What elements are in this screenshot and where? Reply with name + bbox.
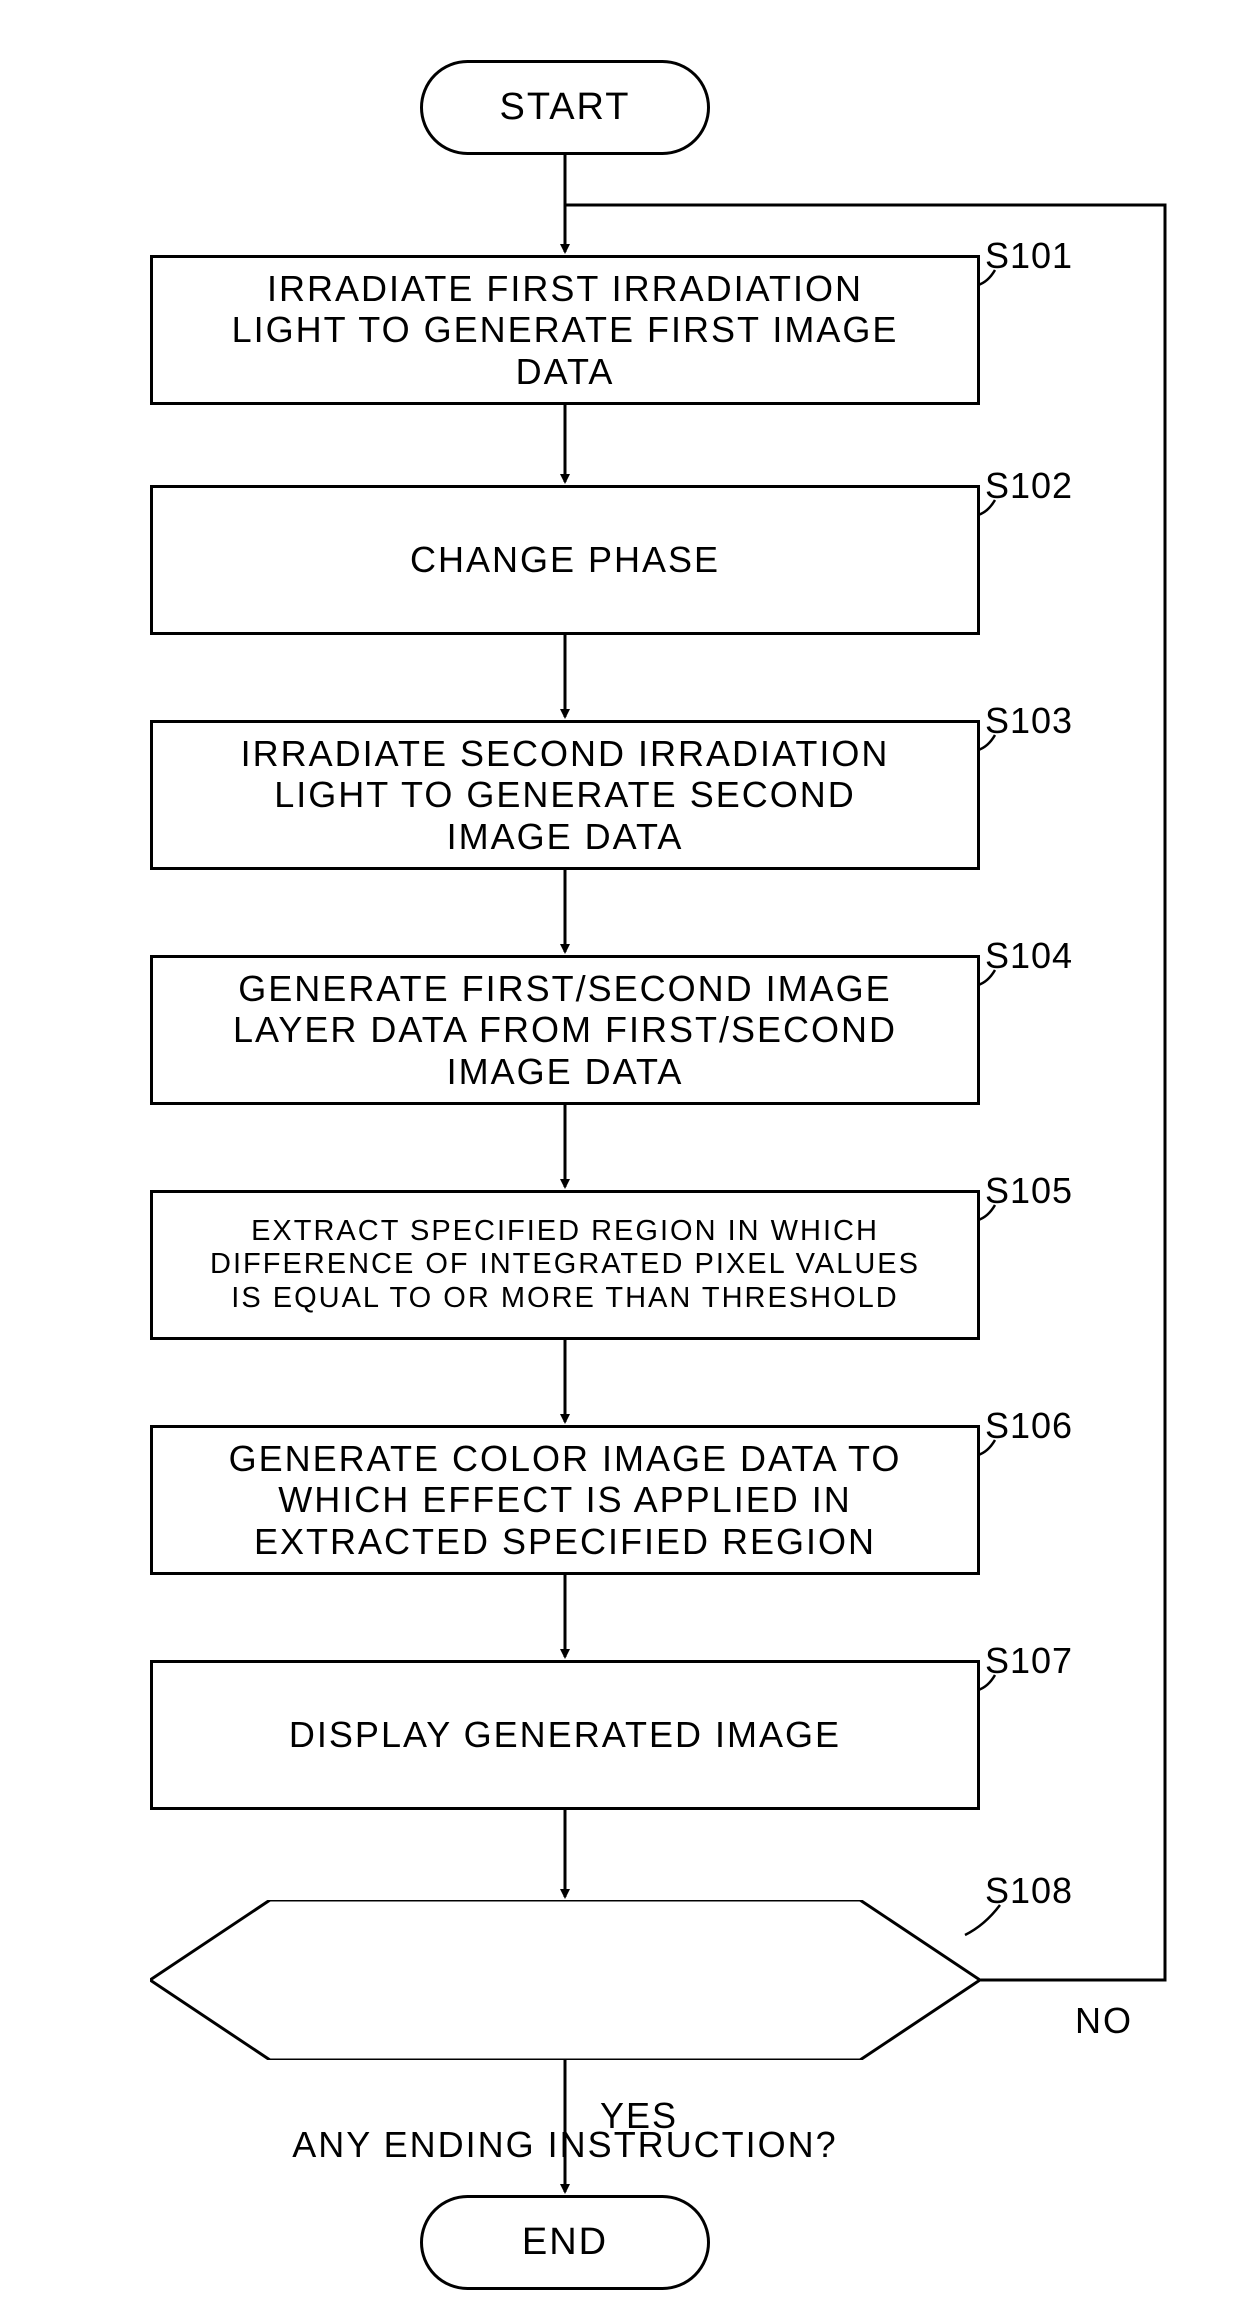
process-s101: IRRADIATE FIRST IRRADIATION LIGHT TO GEN… <box>150 255 980 405</box>
process-s103: IRRADIATE SECOND IRRADIATION LIGHT TO GE… <box>150 720 980 870</box>
step-label-s108: S108 <box>985 1870 1073 1912</box>
step-label-s101: S101 <box>985 235 1073 277</box>
process-label: GENERATE FIRST/SECOND IMAGE LAYER DATA F… <box>233 968 897 1092</box>
process-s106: GENERATE COLOR IMAGE DATA TO WHICH EFFEC… <box>150 1425 980 1575</box>
process-label: EXTRACT SPECIFIED REGION IN WHICH DIFFER… <box>210 1215 920 1315</box>
terminator-start: START <box>420 60 710 155</box>
process-label: GENERATE COLOR IMAGE DATA TO WHICH EFFEC… <box>229 1438 902 1562</box>
process-s102: CHANGE PHASE <box>150 485 980 635</box>
step-label-s104: S104 <box>985 935 1073 977</box>
terminator-end-label: END <box>522 2221 608 2264</box>
decision-shape <box>150 1900 980 2060</box>
decision-label: ANY ENDING INSTRUCTION? <box>292 2124 837 2166</box>
step-label-s105: S105 <box>985 1170 1073 1212</box>
process-label: IRRADIATE FIRST IRRADIATION LIGHT TO GEN… <box>232 268 899 392</box>
step-label-s106: S106 <box>985 1405 1073 1447</box>
branch-no: NO <box>1075 2000 1133 2042</box>
process-s104: GENERATE FIRST/SECOND IMAGE LAYER DATA F… <box>150 955 980 1105</box>
step-label-s103: S103 <box>985 700 1073 742</box>
step-label-s102: S102 <box>985 465 1073 507</box>
process-label: IRRADIATE SECOND IRRADIATION LIGHT TO GE… <box>241 733 890 857</box>
process-s105: EXTRACT SPECIFIED REGION IN WHICH DIFFER… <box>150 1190 980 1340</box>
decision-s108: ANY ENDING INSTRUCTION? <box>150 1900 980 2060</box>
branch-yes: YES <box>600 2095 678 2137</box>
terminator-start-label: START <box>499 86 630 129</box>
step-label-s107: S107 <box>985 1640 1073 1682</box>
process-label: CHANGE PHASE <box>410 539 720 580</box>
terminator-end: END <box>420 2195 710 2290</box>
flowchart-canvas: START IRRADIATE FIRST IRRADIATION LIGHT … <box>0 0 1240 2321</box>
process-s107: DISPLAY GENERATED IMAGE <box>150 1660 980 1810</box>
process-label: DISPLAY GENERATED IMAGE <box>289 1714 841 1755</box>
